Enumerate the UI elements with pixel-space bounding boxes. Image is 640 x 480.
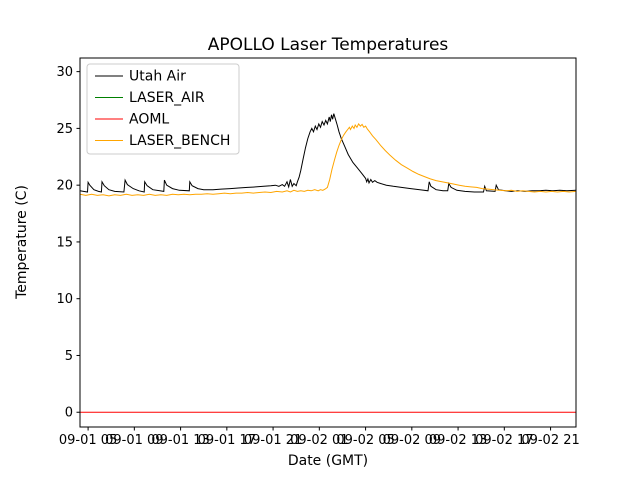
series-line-utah-air [79, 113, 577, 193]
y-tick-label: 20 [56, 179, 73, 194]
y-tick-label: 15 [56, 235, 73, 250]
chart-title: APOLLO Laser Temperatures [208, 35, 449, 55]
y-axis-label: Temperature (C) [14, 185, 30, 300]
x-tick-label: 09-01 17 [198, 433, 256, 448]
x-tick-label: 09-01 05 [59, 433, 117, 448]
y-tick-label: 10 [56, 292, 73, 307]
series-line-laser-bench [79, 122, 577, 197]
legend: Utah Air LASER_AIR AOML LASER_BENCH [86, 63, 240, 155]
series-lines [79, 113, 577, 413]
legend-label-laser-bench: LASER_BENCH [129, 133, 230, 149]
x-tick-label: 09-02 05 [336, 433, 394, 448]
legend-label-aoml: AOML [129, 112, 169, 128]
y-tick-label: 25 [56, 122, 73, 137]
plot-frame [79, 57, 577, 428]
y-tick-label: 5 [65, 349, 73, 364]
legend-label-laser-air: LASER_AIR [129, 90, 205, 106]
x-tick-label: 09-02 01 [290, 433, 348, 448]
y-axis-ticks: 0 5 10 15 20 25 30 [56, 65, 80, 421]
legend-label-utah-air: Utah Air [129, 69, 186, 85]
x-tick-label: 09-02 21 [521, 433, 579, 448]
legend-box [86, 63, 240, 155]
y-tick-label: 0 [65, 406, 73, 421]
x-tick-label: 09-01 09 [105, 433, 163, 448]
x-tick-label: 09-02 09 [383, 433, 441, 448]
y-tick-label: 30 [56, 65, 73, 80]
x-tick-label: 09-01 21 [244, 433, 302, 448]
x-tick-label: 09-02 17 [475, 433, 533, 448]
x-axis-label: Date (GMT) [288, 453, 368, 469]
x-tick-label: 09-02 13 [429, 433, 487, 448]
x-tick-label: 09-01 13 [151, 433, 209, 448]
